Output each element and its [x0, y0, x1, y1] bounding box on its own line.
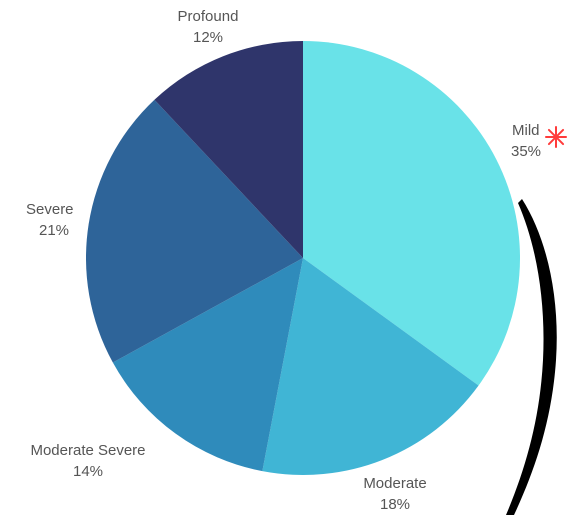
asterisk-stroke — [547, 128, 565, 146]
slice-percent-label: 18% — [380, 496, 410, 513]
slice-percent-label: 12% — [193, 29, 223, 46]
slice-category-label: Severe — [26, 201, 74, 218]
pie-slice-mild — [303, 41, 521, 386]
pie-slice-severe — [85, 99, 303, 363]
slice-percent-label: 14% — [73, 463, 103, 480]
slice-category-label: Moderate — [363, 475, 426, 492]
curved-bracket-mark — [506, 199, 557, 515]
slice-category-label: Profound — [178, 8, 239, 25]
slice-percent-label: 21% — [39, 222, 69, 239]
slice-percent-label: 35% — [511, 143, 541, 160]
slice-category-label: Mild — [512, 122, 540, 139]
pie-slice-moderate-severe — [112, 258, 303, 472]
annotation-overlay — [506, 126, 567, 515]
pie-slice-profound — [154, 41, 303, 258]
asterisk-marker-icon — [545, 126, 567, 148]
slice-category-label: Moderate Severe — [30, 442, 145, 459]
pie-slices — [85, 41, 521, 476]
pie-labels: Mild 35% Moderate 18% Moderate Severe 14% Seve… — [26, 8, 541, 513]
pie-slice-moderate — [262, 258, 479, 476]
